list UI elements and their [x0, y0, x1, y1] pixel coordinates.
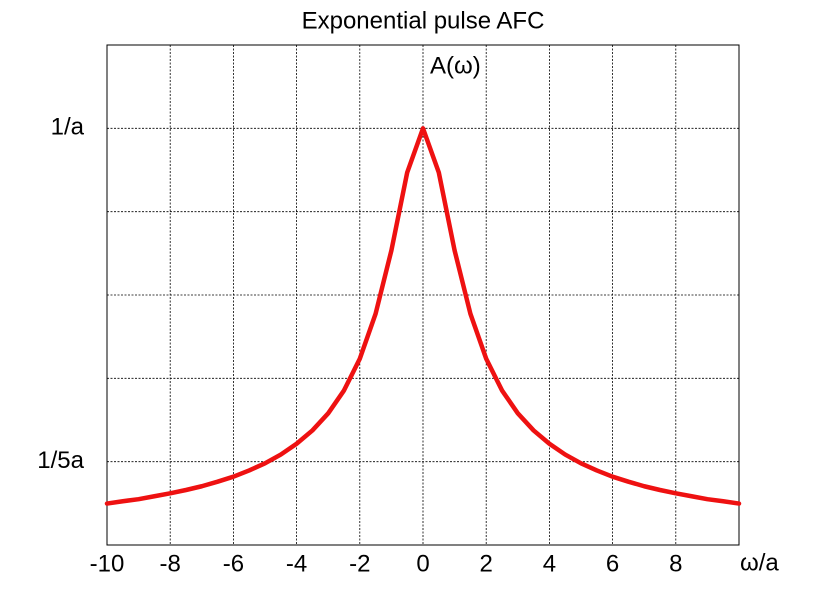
- x-tick-label: 4: [543, 550, 556, 577]
- x-tick-label: -8: [160, 550, 181, 577]
- x-tick-label: 6: [606, 550, 619, 577]
- data-line: [104, 126, 742, 506]
- x-tick-label: -2: [349, 550, 370, 577]
- y-tick-label: 1/5a: [37, 447, 84, 474]
- plot-frame: [106, 44, 740, 546]
- x-tick-label: -10: [90, 550, 125, 577]
- y-tick-label: 1/a: [51, 114, 85, 141]
- x-tick-label: -6: [223, 550, 244, 577]
- x-tick-label: 0: [416, 550, 429, 577]
- x-tick-label: -4: [286, 550, 307, 577]
- x-axis-label: ω/a: [740, 549, 779, 576]
- x-tick-label: 8: [669, 550, 682, 577]
- y-axis-label: A(ω): [430, 52, 481, 79]
- x-tick-label: 2: [480, 550, 493, 577]
- chart-title: Exponential pulse AFC: [302, 7, 545, 34]
